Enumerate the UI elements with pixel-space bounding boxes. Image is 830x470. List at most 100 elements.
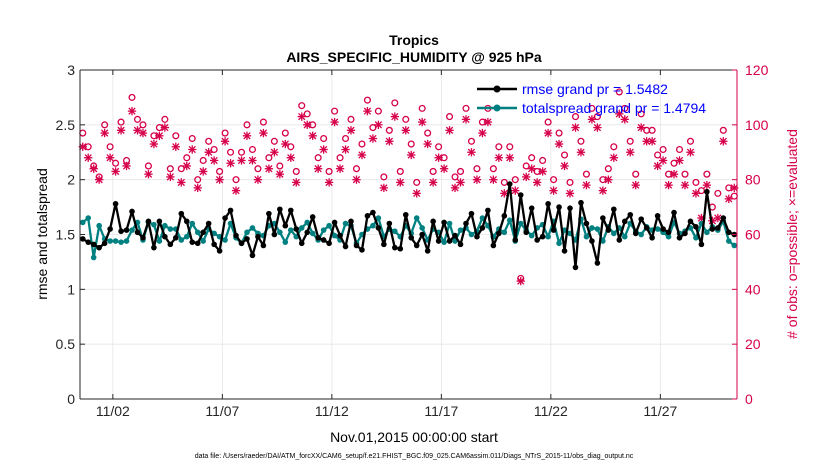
- rmse-point: [326, 240, 332, 247]
- obs-evaluated-point: [719, 137, 728, 146]
- obs-evaluated-point: [248, 156, 257, 165]
- obs-evaluated-point: [209, 156, 219, 165]
- obs-evaluated-point: [450, 183, 460, 193]
- obs-evaluated-point: [680, 180, 690, 190]
- rmse-point: [424, 248, 431, 254]
- rmse-point: [490, 242, 497, 249]
- rmse-point: [359, 247, 365, 253]
- spread-point: [79, 219, 86, 226]
- obs-evaluated-point: [314, 164, 323, 173]
- spread-point: [392, 228, 398, 235]
- x-tick-label: 11/17: [424, 403, 458, 419]
- rmse-point: [211, 241, 217, 248]
- chart-title: Tropics: [389, 32, 439, 48]
- obs-evaluated-point: [543, 128, 553, 138]
- rmse-point: [550, 227, 557, 233]
- rmse-point: [145, 218, 152, 225]
- obs-possible-point: [626, 137, 634, 145]
- rmse-point: [183, 218, 190, 225]
- x-axis-label: Nov.01,2015 00:00:00 start: [330, 429, 498, 445]
- obs-evaluated-point: [467, 148, 476, 157]
- obs-evaluated-point: [144, 170, 153, 179]
- rmse-point: [430, 218, 436, 225]
- obs-possible-point: [654, 151, 662, 159]
- rmse-point: [413, 242, 420, 249]
- obs-possible-point: [128, 93, 136, 101]
- rmse-point: [419, 231, 425, 238]
- rmse-point: [474, 233, 480, 240]
- rmse-point: [594, 260, 601, 266]
- rmse-point: [534, 237, 540, 243]
- spread-point: [331, 232, 338, 239]
- obs-possible-point: [467, 137, 476, 145]
- rmse-point: [227, 207, 234, 214]
- rmse-point: [173, 234, 179, 241]
- spread-point: [162, 222, 168, 229]
- obs-possible-point: [232, 176, 240, 184]
- y-tick-label-left: 2.5: [56, 117, 76, 133]
- obs-evaluated-point: [303, 120, 312, 129]
- rmse-point: [496, 230, 502, 237]
- obs-evaluated-point: [538, 167, 547, 176]
- obs-possible-point: [632, 170, 640, 178]
- y-tick-label-left: 2: [67, 172, 75, 188]
- rmse-point: [392, 244, 398, 251]
- obs-possible-point: [358, 140, 366, 148]
- rmse-point: [687, 218, 694, 225]
- rmse-point: [435, 238, 442, 244]
- spread-point: [123, 238, 130, 244]
- obs-evaluated-point: [615, 109, 624, 119]
- obs-evaluated-point: [620, 115, 629, 124]
- rmse-point: [397, 245, 404, 252]
- legend-rmse-label: rmse grand pr = 1.5482: [522, 81, 668, 97]
- obs-possible-point: [446, 113, 454, 121]
- obs-possible-point: [248, 145, 257, 154]
- spread-point: [298, 225, 305, 231]
- obs-evaluated-point: [105, 153, 115, 162]
- rmse-point: [90, 241, 97, 248]
- rmse-point: [189, 239, 196, 245]
- obs-possible-point: [648, 126, 656, 134]
- obs-evaluated-point: [220, 137, 230, 146]
- obs-evaluated-point: [461, 115, 471, 124]
- rmse-point: [96, 244, 102, 251]
- spread-point: [151, 221, 157, 228]
- rmse-point: [463, 220, 469, 227]
- obs-possible-point: [550, 176, 558, 184]
- spread-point: [413, 215, 420, 221]
- rmse-point: [348, 218, 354, 225]
- obs-evaluated-point: [330, 117, 339, 127]
- rmse-point: [528, 205, 535, 211]
- obs-evaluated-point: [489, 175, 498, 184]
- spread-point: [282, 239, 289, 245]
- obs-evaluated-point: [275, 170, 284, 179]
- obs-possible-point: [489, 165, 497, 173]
- obs-evaluated-point: [664, 180, 673, 190]
- rmse-point: [638, 216, 644, 222]
- rmse-point: [616, 237, 623, 243]
- obs-possible-point: [588, 104, 596, 112]
- rmse-point: [408, 234, 415, 241]
- rmse-point: [567, 205, 573, 211]
- spread-point: [200, 238, 206, 244]
- obs-evaluated-point: [270, 148, 279, 157]
- rmse-point: [140, 234, 146, 241]
- rmse-point: [506, 181, 513, 187]
- obs-evaluated-point: [554, 139, 564, 149]
- obs-possible-point: [560, 151, 569, 159]
- rmse-point: [676, 234, 683, 241]
- obs-possible-point: [621, 104, 629, 112]
- obs-evaluated-point: [177, 178, 186, 187]
- obs-evaluated-point: [390, 112, 399, 121]
- obs-possible-point: [714, 189, 722, 197]
- rmse-point: [293, 226, 300, 232]
- obs-possible-point: [221, 129, 229, 137]
- spread-point: [468, 231, 475, 238]
- obs-possible-point: [435, 143, 443, 151]
- x-tick-label: 11/12: [315, 403, 349, 419]
- spread-point: [277, 229, 283, 236]
- rmse-point: [715, 225, 721, 231]
- rmse-point: [665, 229, 672, 236]
- obs-possible-point: [675, 145, 684, 154]
